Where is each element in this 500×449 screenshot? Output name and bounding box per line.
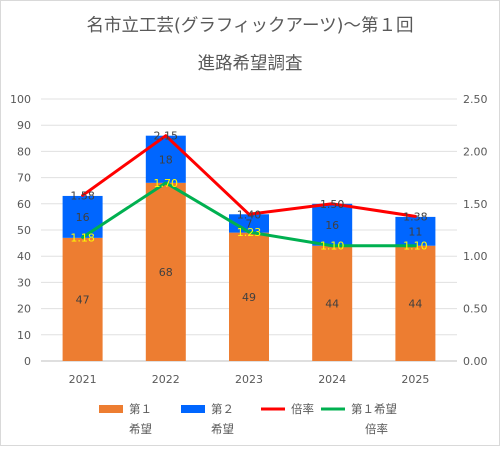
left-axis-tick-label: 0	[24, 355, 31, 368]
legend-label-line1: 第１	[129, 402, 152, 416]
bar-first-choice	[229, 232, 269, 361]
bar-first-choice	[395, 245, 436, 361]
right-axis-tick-label: 1.50	[463, 198, 488, 211]
line-ratio	[81, 134, 417, 218]
legend-swatch-box	[181, 405, 205, 413]
bar-second-choice	[229, 214, 269, 233]
line-ratio-label: 1.40	[237, 208, 262, 221]
left-axis-tick-label: 100	[10, 93, 31, 106]
line-first-ratio-label: 1.18	[70, 231, 95, 244]
line-ratio-label: 1.38	[403, 210, 428, 223]
bar-first-choice-label: 44	[408, 297, 422, 310]
bar-first-choice	[62, 237, 103, 361]
left-axis-tick-label: 90	[17, 119, 31, 132]
left-axis-tick-label: 50	[17, 224, 31, 237]
left-axis-tick-label: 60	[17, 198, 31, 211]
right-axis-tick-label: 0.50	[463, 303, 488, 316]
axis-layer: 0 10 20 30 40 50 60 70 80 90 100 0.00 0.50 1.00 1.50 2.…	[10, 93, 488, 386]
bar-second-choice	[312, 203, 353, 246]
chart-title-line2: 進路希望調査	[198, 54, 303, 74]
bar-first-choice	[312, 245, 353, 361]
chart-title-line1: 名市立工芸(グラフィックアーツ)〜第１回	[87, 16, 414, 36]
line-first-ratio	[81, 181, 417, 248]
bar-first-choice	[145, 182, 186, 361]
x-axis-tick-label: 2021	[69, 373, 97, 386]
line-first-ratio-label: 1.70	[154, 177, 179, 190]
right-axis-tick-label: 0.00	[463, 355, 488, 368]
legend-label-line1: 倍率	[291, 402, 314, 416]
bar-second-choice	[62, 195, 103, 238]
bar-first-choice-label: 47	[76, 293, 90, 306]
line-first-ratio-label: 1.10	[403, 240, 428, 253]
legend-label-line2: 希望	[211, 422, 234, 436]
bar-first-choice-label: 68	[159, 266, 173, 279]
legend-swatch-box	[99, 405, 123, 413]
left-axis-tick-label: 20	[17, 303, 31, 316]
x-axis-tick-label: 2024	[318, 373, 346, 386]
bar-second-choice-label: 16	[76, 211, 90, 224]
legend-label-line1: 第１希望	[351, 402, 397, 416]
bars-layer	[62, 135, 436, 361]
legend-label-line2: 倍率	[365, 422, 388, 436]
bar-first-choice-label: 49	[242, 291, 256, 304]
right-axis-tick-label: 2.50	[463, 93, 488, 106]
labels-layer: 47 16 68 18 49 7 44 16 44 11 1.58 2.15 1.40 1.50 1.38 1…	[70, 130, 427, 311]
bar-second-choice-label: 11	[408, 225, 422, 238]
right-axis-tick-label: 2.00	[463, 145, 488, 158]
bar-first-choice-label: 44	[325, 297, 339, 310]
left-axis-tick-label: 70	[17, 172, 31, 185]
x-axis-tick-label: 2025	[401, 373, 429, 386]
line-ratio-label: 1.58	[70, 189, 95, 202]
line-ratio-label: 2.15	[154, 130, 179, 143]
right-axis-tick-label: 1.00	[463, 250, 488, 263]
legend-label-line2: 希望	[129, 422, 152, 436]
x-axis-tick-label: 2023	[235, 373, 263, 386]
bar-second-choice-label: 7	[246, 217, 253, 230]
bar-second-choice-label: 16	[325, 219, 339, 232]
line-first-ratio-label: 1.10	[320, 240, 345, 253]
left-axis-tick-label: 80	[17, 145, 31, 158]
bar-second-choice	[395, 216, 436, 246]
left-axis-tick-label: 40	[17, 250, 31, 263]
legend-label-line1: 第２	[211, 402, 234, 416]
bar-second-choice-label: 18	[159, 153, 173, 166]
line-first-ratio-label: 1.23	[237, 226, 262, 239]
left-axis-tick-label: 10	[17, 329, 31, 342]
line-ratio-label: 1.50	[320, 198, 345, 211]
x-axis-tick-label: 2022	[152, 373, 180, 386]
left-axis-tick-label: 30	[17, 276, 31, 289]
lines-layer	[81, 134, 417, 248]
